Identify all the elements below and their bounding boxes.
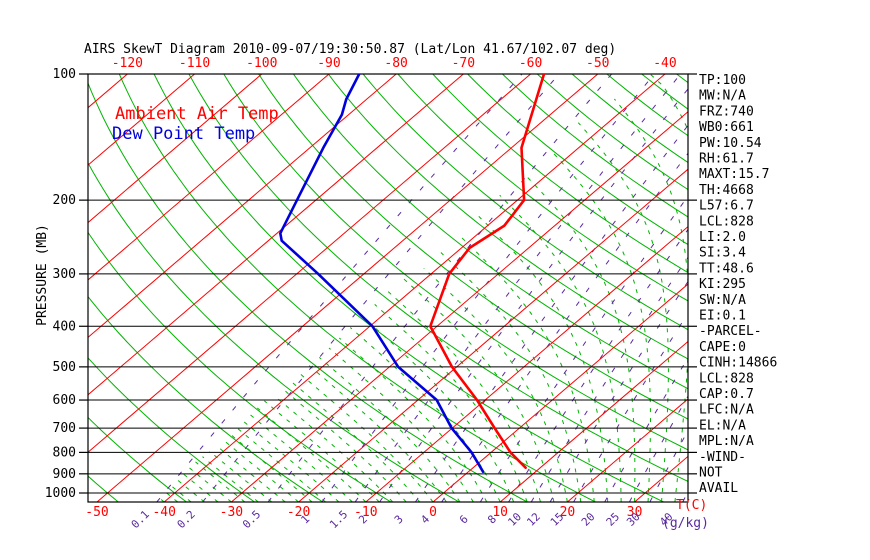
top-temp-label: -100 bbox=[246, 56, 277, 71]
sounding-index-line: TP:100 bbox=[699, 73, 746, 88]
sounding-index-line: EI:0.1 bbox=[699, 309, 746, 324]
bottom-temp-label: 10 bbox=[492, 505, 508, 520]
pressure-tick-label: 200 bbox=[53, 193, 76, 208]
bottom-temp-label: -40 bbox=[152, 505, 175, 520]
sounding-index-line: LCL:828 bbox=[699, 214, 754, 229]
pressure-tick-label: 600 bbox=[53, 393, 76, 408]
sounding-index-line: WB0:661 bbox=[699, 120, 754, 135]
mixing-ratio-label: 3 bbox=[392, 513, 406, 527]
bottom-temp-labels: -50 -40 -30 -20 -10 0 10 20 30 bbox=[85, 505, 642, 520]
top-temp-label: -70 bbox=[452, 56, 475, 71]
sounding-index-line: MPL:N/A bbox=[699, 434, 754, 449]
sounding-index-line: LCL:828 bbox=[699, 371, 754, 386]
top-temp-labels: -120 -110 -100 -90 -80 -70 -60 -50 -40 bbox=[112, 56, 677, 71]
sounding-index-line: RH:61.7 bbox=[699, 152, 754, 167]
dewpoint-curve bbox=[279, 74, 485, 474]
mixing-ratio-lines bbox=[156, 74, 688, 502]
mixing-ratio-label: 0.5 bbox=[240, 508, 263, 531]
top-temp-label: -120 bbox=[112, 56, 143, 71]
axis-ticks bbox=[79, 73, 697, 494]
sounding-index-line: CINH:14866 bbox=[699, 356, 777, 371]
pressure-tick-label: 1000 bbox=[45, 486, 76, 501]
sounding-index-line: L57:6.7 bbox=[699, 199, 754, 214]
bottom-temp-label: -30 bbox=[220, 505, 243, 520]
bottom-temp-label: -10 bbox=[354, 505, 377, 520]
sounding-index-line: CAPE:0 bbox=[699, 340, 746, 355]
sounding-index-line: KI:295 bbox=[699, 277, 746, 292]
mixing-ratio-label: 0.1 bbox=[129, 508, 152, 531]
pressure-tick-label: 700 bbox=[53, 421, 76, 436]
mixing-ratio-unit-label: (g/kg) bbox=[662, 516, 709, 531]
sounding-index-line: LI:2.0 bbox=[699, 230, 746, 245]
isotherm-lines bbox=[88, 74, 688, 502]
temperature-curve bbox=[429, 74, 546, 469]
sounding-index-line: TT:48.6 bbox=[699, 261, 754, 276]
pressure-tick-label: 100 bbox=[53, 67, 76, 82]
sounding-index-line: LFC:N/A bbox=[699, 403, 754, 418]
sounding-index-line: MAXT:15.7 bbox=[699, 167, 769, 182]
bottom-temp-label: 20 bbox=[560, 505, 576, 520]
sounding-index-line: CAP:0.7 bbox=[699, 387, 754, 402]
bottom-temp-label: 30 bbox=[627, 505, 643, 520]
sounding-index-line: AVAIL bbox=[699, 481, 738, 496]
temp-unit-label: T(C) bbox=[676, 498, 707, 513]
pressure-tick-labels: 100 200 300 400 500 600 700 800 900 1000 bbox=[45, 67, 76, 501]
plot-border bbox=[87, 73, 689, 503]
pressure-tick-label: 300 bbox=[53, 267, 76, 282]
bottom-temp-label: -20 bbox=[287, 505, 310, 520]
bottom-temp-label: 0 bbox=[429, 505, 437, 520]
mixing-ratio-label: 10 bbox=[505, 510, 524, 529]
pressure-axis-label: PRESSURE (MB) bbox=[35, 224, 50, 326]
mixing-ratio-label: 1.5 bbox=[327, 508, 350, 531]
mixing-ratio-label: 25 bbox=[604, 510, 623, 529]
top-temp-label: -90 bbox=[317, 56, 340, 71]
pressure-tick-label: 800 bbox=[53, 445, 76, 460]
sounding-index-line: NOT bbox=[699, 466, 723, 481]
sounding-index-line: TH:4668 bbox=[699, 183, 754, 198]
top-temp-label: -50 bbox=[586, 56, 609, 71]
sounding-index-line: SI:3.4 bbox=[699, 246, 746, 261]
chart-title: AIRS SkewT Diagram 2010-09-07/19:30:50.8… bbox=[84, 42, 616, 57]
sounding-index-line: MW:N/A bbox=[699, 89, 746, 104]
sounding-index-line: SW:N/A bbox=[699, 293, 746, 308]
top-temp-label: -40 bbox=[653, 56, 676, 71]
sounding-index-line: -PARCEL- bbox=[699, 324, 762, 339]
sounding-index-line: EL:N/A bbox=[699, 418, 746, 433]
top-temp-label: -110 bbox=[179, 56, 210, 71]
mixing-ratio-label: 0.2 bbox=[175, 508, 198, 531]
legend-ambient-air-temp: Ambient Air Temp bbox=[115, 104, 279, 124]
legend-dew-point-temp: Dew Point Temp bbox=[112, 124, 255, 144]
bottom-temp-label: -50 bbox=[85, 505, 108, 520]
sounding-index-line: PW:10.54 bbox=[699, 136, 762, 151]
sounding-index-line: -WIND- bbox=[699, 450, 746, 465]
dry-adiabat-lines bbox=[88, 74, 688, 502]
top-temp-label: -80 bbox=[384, 56, 407, 71]
pressure-tick-label: 500 bbox=[53, 360, 76, 375]
moist-adiabat-lines bbox=[156, 74, 688, 502]
mixing-ratio-label: 12 bbox=[524, 510, 543, 529]
top-temp-label: -60 bbox=[519, 56, 542, 71]
pressure-tick-label: 900 bbox=[53, 467, 76, 482]
pressure-tick-label: 400 bbox=[53, 319, 76, 334]
mixing-ratio-labels: 0.1 0.2 0.5 1 1.5 2 3 4 6 8 10 12 15 20 25 30 40 bbox=[129, 508, 676, 531]
sounding-indices-panel: TP:100MW:N/AFRZ:740WB0:661PW:10.54RH:61.… bbox=[699, 73, 777, 496]
sounding-index-line: FRZ:740 bbox=[699, 104, 754, 119]
mixing-ratio-label: 20 bbox=[579, 510, 598, 529]
mixing-ratio-label: 6 bbox=[457, 513, 471, 527]
